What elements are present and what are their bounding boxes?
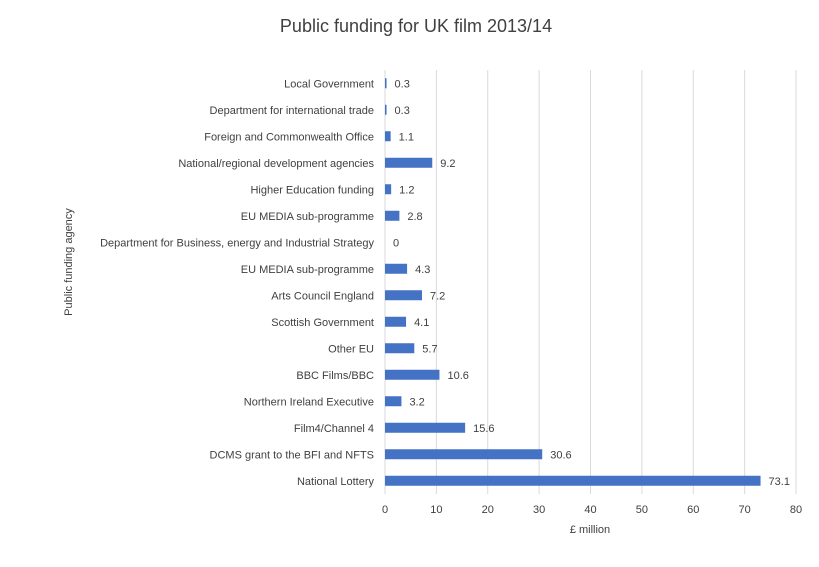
category-label: Foreign and Commonwealth Office xyxy=(204,131,374,143)
bar xyxy=(385,157,433,168)
bar xyxy=(385,263,408,274)
x-tick-label: 10 xyxy=(430,504,442,516)
chart-title: Public funding for UK film 2013/14 xyxy=(280,16,552,36)
category-label: Department for international trade xyxy=(210,105,374,117)
data-label: 15.6 xyxy=(473,423,494,435)
bar xyxy=(385,449,543,460)
data-label: 0 xyxy=(393,237,399,249)
bar xyxy=(385,104,387,115)
bar xyxy=(385,422,466,433)
bar xyxy=(385,290,422,301)
x-tick-label: 40 xyxy=(584,504,596,516)
x-tick-label: 50 xyxy=(636,504,648,516)
x-tick-label: 0 xyxy=(382,504,388,516)
category-label: DCMS grant to the BFI and NFTS xyxy=(210,449,374,461)
category-label: EU MEDIA sub-programme xyxy=(241,264,374,276)
bar xyxy=(385,78,387,89)
data-labels: 0.3 0.3 1.1 9.2 1.2 2.8 0 4.3 7.2 4.1 5.7 10.6 3.2 15… xyxy=(393,78,790,488)
category-label: BBC Films/BBC xyxy=(296,370,374,382)
category-label: Northern Ireland Executive xyxy=(244,396,374,408)
bar xyxy=(385,316,407,327)
data-label: 2.8 xyxy=(407,211,422,223)
bar xyxy=(385,396,402,407)
category-label: Local Government xyxy=(284,78,374,90)
data-label: 4.3 xyxy=(415,264,430,276)
data-label: 73.1 xyxy=(769,476,790,488)
y-axis-title: Public funding agency xyxy=(63,208,75,316)
x-tick-label: 30 xyxy=(533,504,545,516)
data-label: 10.6 xyxy=(447,370,468,382)
data-label: 4.1 xyxy=(414,317,429,329)
category-label: Other EU xyxy=(328,343,374,355)
data-label: 0.3 xyxy=(395,105,410,117)
category-label: Scottish Government xyxy=(271,317,374,329)
bar xyxy=(385,210,400,221)
category-label: National Lottery xyxy=(297,476,375,488)
x-tick-label: 80 xyxy=(790,504,802,516)
x-tick-label: 70 xyxy=(739,504,751,516)
x-tick-label: 20 xyxy=(482,504,494,516)
data-label: 3.2 xyxy=(409,396,424,408)
category-labels: Local Government Department for internati… xyxy=(100,78,374,488)
data-label: 1.1 xyxy=(399,131,414,143)
bar xyxy=(385,343,415,354)
category-label: EU MEDIA sub-programme xyxy=(241,211,374,223)
data-label: 0.3 xyxy=(395,78,410,90)
data-label: 30.6 xyxy=(550,449,571,461)
bars xyxy=(385,78,761,486)
category-label: Film4/Channel 4 xyxy=(294,423,374,435)
category-label: National/regional development agencies xyxy=(178,158,374,170)
bar xyxy=(385,369,440,380)
category-label: Department for Business, energy and Indu… xyxy=(100,237,374,249)
data-label: 5.7 xyxy=(422,343,437,355)
data-label: 9.2 xyxy=(440,158,455,170)
data-label: 1.2 xyxy=(399,184,414,196)
category-label: Higher Education funding xyxy=(250,184,374,196)
data-label: 7.2 xyxy=(430,290,445,302)
bar xyxy=(385,131,391,142)
gridlines xyxy=(384,70,797,494)
category-label: Arts Council England xyxy=(271,290,374,302)
bar xyxy=(385,475,761,486)
x-tick-label: 60 xyxy=(687,504,699,516)
x-axis-ticks: 0 10 20 30 40 50 60 70 80 xyxy=(382,504,802,516)
x-axis-title: £ million xyxy=(570,524,610,536)
bar xyxy=(385,184,392,195)
